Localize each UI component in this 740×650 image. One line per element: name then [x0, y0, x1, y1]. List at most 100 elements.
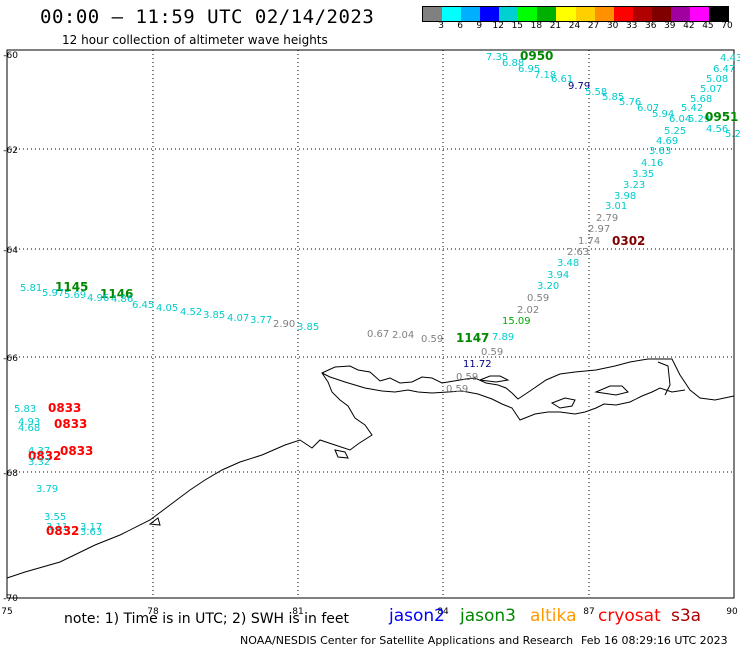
wave-height-markers: 7.35 09506.886.957.186.619.795.585.855.76… [14, 49, 740, 538]
y-tick-label: -66 [3, 354, 18, 364]
wave-height-label: 3.77 [250, 315, 272, 326]
wave-height-label: 7.18 [534, 70, 556, 81]
legend-jason3: jason3 [460, 606, 516, 626]
wave-height-label: 5.08 [706, 74, 728, 85]
x-tick-label: 90 [726, 607, 738, 617]
pass-time-label: 1146 [100, 287, 133, 301]
credit-line: NOAA/NESDIS Center for Satellite Applica… [240, 634, 574, 647]
wave-height-label: 3.79 [36, 484, 58, 495]
wave-height-label: 6.04 [669, 114, 691, 125]
legend-swatch [575, 7, 595, 21]
pass-time-label: 0833 [60, 444, 93, 458]
wave-height-label: 0.59 [456, 372, 478, 383]
legend-label: 30 [606, 21, 619, 31]
wave-height-label: 3.63 [80, 527, 102, 538]
wave-height-label: 4.07 [227, 313, 249, 324]
footer-note: note: 1) Time is in UTC; 2) SWH is in fe… [64, 611, 350, 627]
wave-height-label: 6.95 [518, 64, 540, 75]
y-tick-label: -64 [3, 246, 18, 256]
wave-height-label: 2.04 [392, 330, 414, 341]
wave-height-label: 0.59 [446, 384, 468, 395]
wave-height-label: 4.69 [656, 136, 678, 147]
wave-height-label: 2.63 [567, 247, 589, 258]
wave-height-label: 5.97 [42, 288, 64, 299]
wave-height-label: 2.97 [588, 224, 610, 235]
wave-height-label: 2.79 [596, 213, 618, 224]
wave-height-label: 1.74 [578, 236, 600, 247]
legend-label: 42 [683, 21, 695, 31]
wave-height-label: 5.81 [20, 283, 42, 294]
y-tick-label: -70 [3, 594, 18, 604]
legend-label: 9 [476, 21, 483, 31]
wave-height-label: 3.98 [614, 191, 636, 202]
wave-height-label: 3.94 [547, 270, 569, 281]
legend-swatch [556, 7, 576, 21]
wave-height-label: 3.01 [605, 201, 627, 212]
legend-cryosat: cryosat [598, 606, 661, 626]
wave-height-label: 4.52 [180, 307, 202, 318]
map-title: 00:00 – 11:59 UTC 02/14/2023 [40, 6, 375, 28]
wave-height-label: 3.17 [80, 522, 102, 533]
wave-height-label: 0.67 [367, 329, 389, 340]
legend-label: 21 [549, 21, 562, 31]
wave-height-label: 3.32 [28, 457, 50, 468]
wave-height-label: 7.89 [492, 332, 514, 343]
x-tick-label: 81 [292, 607, 303, 617]
legend-swatch [651, 7, 671, 21]
wave-height-label: 3.35 [632, 169, 654, 180]
wave-height-label: 5.07 [700, 84, 722, 95]
legend-label: 15 [511, 21, 524, 31]
wave-height-label: 5.85 [602, 92, 624, 103]
pass-time-label: 1147 [456, 331, 489, 345]
grid-lines [7, 50, 734, 598]
wave-height-label: 4.56 [706, 124, 728, 135]
legend-jason2: jason2 [389, 606, 445, 626]
wave-height-label: 4.93 [18, 417, 40, 428]
wave-height-label: 5.42 [681, 103, 703, 114]
pass-time-label: 0950 [520, 49, 553, 63]
wave-height-label: 5.58 [585, 87, 607, 98]
map-frame [6, 49, 735, 599]
x-tick-label: 87 [583, 607, 594, 617]
legend-label: 33 [625, 21, 638, 31]
wave-height-label: 4.43 [720, 53, 740, 64]
legend-label: 36 [645, 21, 657, 31]
x-tick-label: 84 [437, 607, 449, 617]
wave-height-label: 4.86 [111, 294, 133, 305]
legend-swatch [461, 7, 481, 21]
wave-height-label: 5.69 [64, 290, 86, 301]
legend-swatch [442, 7, 462, 21]
legend-altika: altika [530, 606, 577, 626]
wave-height-label: 6.45 [132, 300, 154, 311]
wave-height-label: 3.11 [46, 522, 68, 533]
legend-label: 6 [457, 21, 463, 31]
y-tick-label: -60 [3, 51, 18, 61]
wave-height-label: 3.63 [649, 146, 671, 157]
wave-height-label: 3.23 [623, 180, 645, 191]
wave-height-label: 5.2 [725, 129, 740, 140]
pass-time-label: 0832 [28, 449, 61, 463]
legend-label: 24 [568, 21, 581, 31]
legend-swatch [537, 7, 557, 21]
y-tick-label: -68 [3, 469, 18, 479]
wave-height-label: 4.37 [28, 446, 50, 457]
y-tick-label: -62 [3, 146, 18, 156]
legend-swatch [594, 7, 614, 21]
pass-time-label: 0833 [54, 417, 87, 431]
legend-label: 3 [438, 21, 444, 31]
legend-swatch [613, 7, 633, 21]
map-subtitle: 12 hour collection of altimeter wave hei… [62, 33, 328, 47]
wave-height-label: 7.35 [486, 52, 508, 63]
legend-label: 12 [492, 21, 504, 31]
generation-timestamp: Feb 16 08:29:16 UTC 2023 [581, 634, 728, 647]
wave-height-label: 5.29 [688, 114, 710, 125]
wave-height-label: 3.85 [297, 322, 319, 333]
wave-height-label: 0.59 [527, 293, 549, 304]
wave-height-label: 5.83 [14, 404, 36, 415]
wave-height-label: 4.68 [18, 423, 40, 434]
wave-height-label: 4.96 [87, 293, 109, 304]
legend-swatch [499, 7, 519, 21]
wave-height-label: 3.48 [557, 258, 579, 269]
wave-height-label: 6.07 [637, 103, 659, 114]
